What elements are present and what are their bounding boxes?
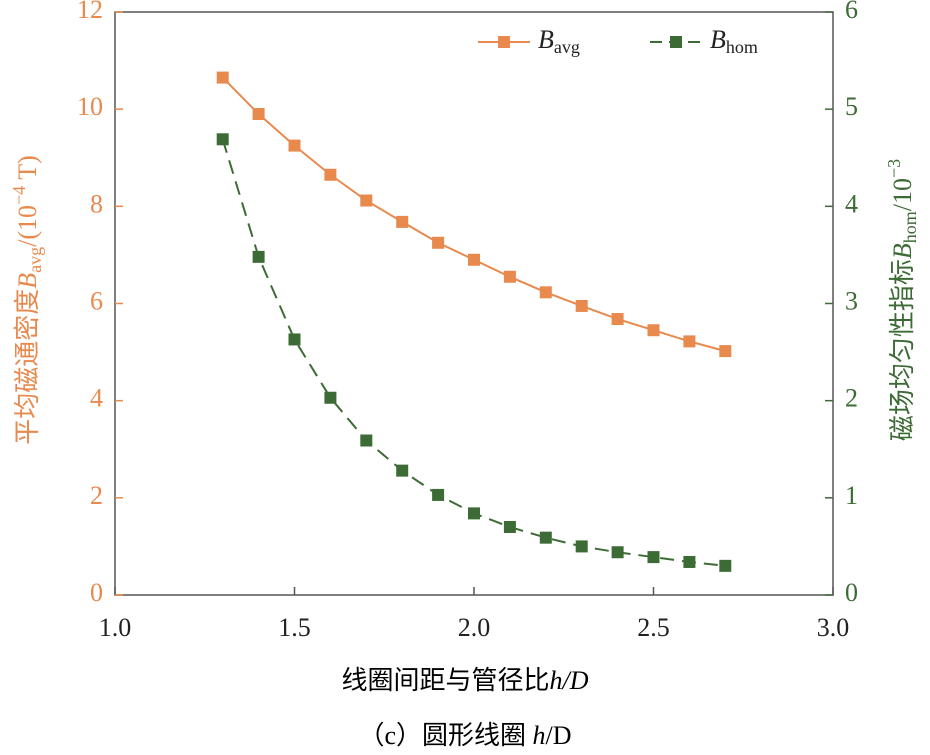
- marker: [719, 345, 732, 358]
- y2-tick-label: 6: [845, 0, 858, 24]
- marker: [432, 488, 445, 501]
- y-tick-label: 6: [90, 286, 103, 315]
- y2-tick-label: 0: [845, 578, 858, 607]
- marker: [719, 559, 732, 572]
- marker: [611, 546, 624, 559]
- legend-label: Bhom: [710, 25, 758, 57]
- y-tick-label: 0: [90, 578, 103, 607]
- x-label-text: 线圈间距与管径比: [341, 666, 549, 695]
- legend-marker: [670, 36, 682, 48]
- y-axis-label: 平均磁通密度Bavg/(10−4 T): [9, 155, 45, 445]
- marker: [647, 551, 660, 564]
- legend-label: Bavg: [538, 25, 580, 57]
- marker: [468, 507, 480, 520]
- y2-tick-label: 4: [845, 189, 858, 218]
- marker: [360, 434, 373, 447]
- legend-marker: [498, 36, 510, 48]
- marker: [647, 324, 660, 337]
- marker: [252, 250, 265, 263]
- x-tick-label: 3.0: [817, 613, 850, 642]
- marker: [324, 168, 337, 181]
- marker: [503, 270, 516, 283]
- y2-label-var: B: [888, 243, 917, 259]
- y-tick-label: 2: [90, 481, 103, 510]
- marker: [683, 555, 696, 568]
- y2-label-text: 磁场均匀性指标: [888, 259, 917, 441]
- y-label-unit-end: T): [13, 155, 42, 186]
- x-label-var: h/D: [550, 666, 589, 695]
- x-axis-label: 线圈间距与管径比h/D: [341, 666, 588, 695]
- marker: [396, 215, 409, 228]
- y2-label-unit: /10: [888, 178, 917, 211]
- y-label-unit: /(10: [13, 205, 42, 247]
- marker: [216, 133, 229, 146]
- y2-axis-label: 磁场均匀性指标Bhom/10−3: [884, 159, 920, 441]
- marker: [432, 236, 445, 249]
- y2-tick-label: 2: [845, 384, 858, 413]
- y-tick-label: 10: [77, 92, 103, 121]
- x-tick-label: 1.5: [278, 613, 311, 642]
- y-label-text: 平均磁通密度: [13, 289, 42, 445]
- caption-var: h: [533, 721, 546, 750]
- marker: [288, 139, 301, 152]
- x-tick-label: 2.5: [637, 613, 670, 642]
- marker: [539, 531, 552, 544]
- y2-tick-label: 5: [845, 92, 858, 121]
- legend-name-sub: avg: [554, 37, 580, 57]
- marker: [503, 520, 516, 533]
- marker: [360, 194, 373, 207]
- marker: [216, 71, 229, 84]
- y-tick-label: 4: [90, 384, 103, 413]
- y-tick-label: 8: [90, 189, 103, 218]
- x-tick-label: 1.0: [99, 613, 132, 642]
- marker: [288, 333, 301, 346]
- legend-name: B: [538, 25, 554, 54]
- marker: [468, 253, 480, 266]
- marker: [252, 108, 265, 121]
- legend-name-sub: hom: [726, 37, 758, 57]
- marker: [575, 299, 588, 312]
- caption-text: （c）圆形线圈: [358, 721, 532, 750]
- marker: [611, 313, 624, 326]
- y-label-var: B: [13, 273, 42, 289]
- x-tick-label: 2.0: [458, 613, 491, 642]
- marker: [575, 540, 588, 553]
- marker: [324, 391, 337, 404]
- y-tick-label: 12: [77, 0, 103, 24]
- y-label-sup: −4: [9, 186, 29, 205]
- y-label-sub: avg: [25, 247, 45, 273]
- marker: [539, 286, 552, 299]
- y2-tick-label: 3: [845, 286, 858, 315]
- caption: （c）圆形线圈 h/D: [358, 721, 571, 750]
- marker: [683, 335, 696, 348]
- y2-label-sub: hom: [900, 211, 920, 243]
- series-line: [221, 76, 726, 353]
- y2-label-sup: −3: [884, 159, 904, 178]
- marker: [396, 464, 409, 477]
- y2-tick-label: 1: [845, 481, 858, 510]
- legend-name: B: [710, 25, 726, 54]
- series-line: [221, 138, 726, 567]
- caption-rest: /D: [546, 721, 572, 750]
